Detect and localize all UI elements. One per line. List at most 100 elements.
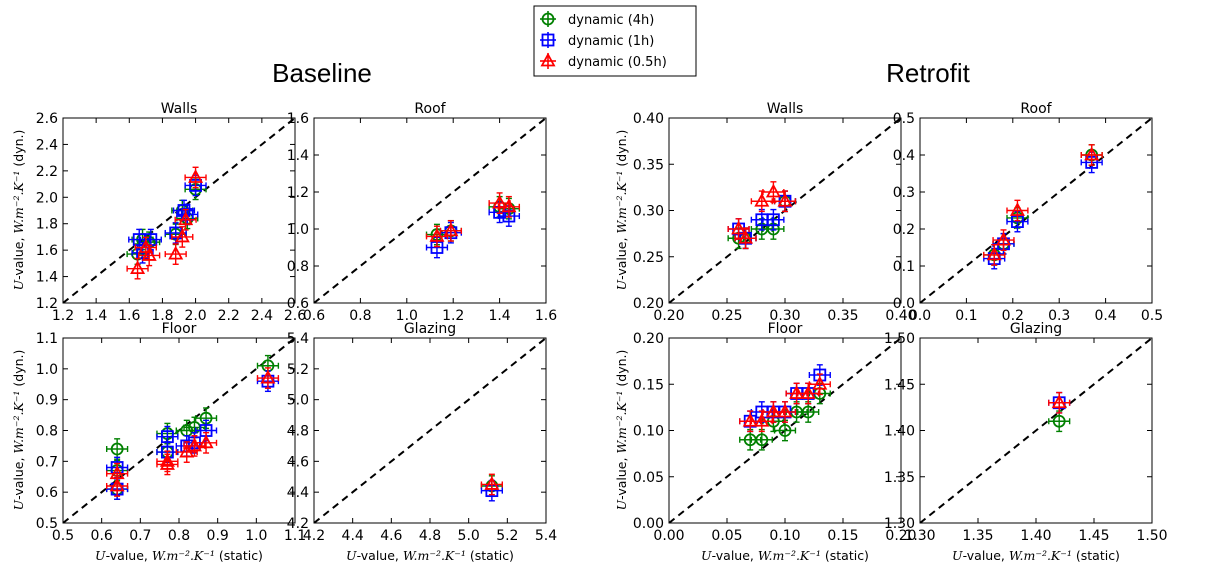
y-tick-label: 0.1	[893, 259, 915, 275]
y-tick-label: 0.25	[633, 250, 664, 266]
point-dynamic-0-5h	[1080, 144, 1103, 166]
y-tick-label: 0.15	[633, 377, 664, 393]
x-tick-label: 0.0	[909, 308, 931, 324]
x-tick-label: 2.6	[284, 308, 306, 324]
x-tick-label: 1.1	[284, 528, 306, 544]
point-dynamic-0-5h	[194, 431, 218, 454]
point-dynamic-0-5h	[797, 382, 820, 405]
marker-dynamic-0-5h	[138, 239, 154, 253]
x-axis-label-retrofit-glazing: U-value, W.m⁻².K⁻¹ (static)	[952, 548, 1120, 563]
x-tick-label: 1.40	[1020, 528, 1051, 544]
marker-dynamic-0-5h	[754, 192, 770, 207]
point-dynamic-0-5h	[773, 190, 797, 213]
y-tick-label: 1.35	[884, 470, 915, 486]
x-tick-label: 5.4	[535, 528, 557, 544]
marker-dynamic-0-5h	[1084, 146, 1100, 161]
point-dynamic-0-5h	[734, 227, 757, 250]
marker-dynamic-0-5h	[492, 194, 508, 209]
y-tick-label: 5.4	[287, 331, 309, 347]
panel-title-baseline-roof: Roof	[414, 101, 446, 117]
legend-symbol-dynamic-0-5h	[540, 52, 556, 67]
x-tick-label: 0.40	[885, 308, 916, 324]
legend-label-dynamic-4h: dynamic (4h)	[568, 13, 654, 28]
point-dynamic-0-5h	[134, 236, 157, 259]
x-tick-label: 1.0	[245, 528, 267, 544]
legend-box	[533, 5, 697, 77]
y-tick-label: 4.4	[287, 485, 309, 501]
marker-dynamic-0-5h	[198, 434, 214, 449]
marker-dynamic-0-5h	[186, 437, 202, 452]
y-tick-label: 0.6	[287, 296, 309, 312]
marker-dynamic-0-5h	[765, 403, 781, 418]
marker-dynamic-0-5h	[738, 229, 754, 244]
y-tick-label: 5.2	[287, 362, 309, 378]
x-tick-label: 2.2	[218, 308, 240, 324]
marker-dynamic-0-5h	[188, 169, 204, 183]
legend-symbol-dynamic-1h	[541, 33, 555, 47]
legend-label-dynamic-0-5h: dynamic (0.5h)	[568, 55, 667, 70]
marker-dynamic-0-5h	[986, 246, 1002, 261]
y-tick-label: 4.8	[287, 424, 309, 440]
y-tick-label: 1.4	[36, 270, 58, 286]
marker-dynamic-0-5h	[777, 403, 793, 418]
panel-baseline-walls: Walls 1.2 1.4 1.6 1.8 2.0 2.2 2.4 2.6 1.2 1.4 1.6 1.…	[36, 101, 306, 324]
marker-dynamic-0-5h	[260, 369, 276, 384]
panel-baseline-roof: Roof 0.6 0.8 1.0 1.2 1.4 1.6 0.6 0.8 1.0 1.2 1.4 1.6	[287, 101, 557, 324]
point-dynamic-4h	[750, 428, 773, 451]
marker-dynamic-0-5h	[168, 245, 184, 260]
y-tick-label: 1.50	[884, 331, 915, 347]
y-tick-label: 0.6	[36, 485, 58, 501]
identity-line	[314, 338, 546, 523]
point-dynamic-0-5h	[183, 435, 206, 457]
y-tick-label: 1.2	[287, 185, 309, 201]
point-dynamic-0-5h	[992, 229, 1015, 251]
x-tick-label: 1.30	[904, 528, 935, 544]
y-tick-label: 1.2	[36, 296, 58, 312]
x-tick-label: 0.8	[349, 308, 371, 324]
marker-dynamic-0-5h	[174, 228, 190, 243]
point-dynamic-0-5h	[439, 219, 463, 242]
point-dynamic-0-5h	[184, 166, 207, 189]
y-tick-label: 1.6	[287, 111, 309, 127]
marker-dynamic-0-5h	[765, 183, 781, 198]
y-tick-label: 2.6	[36, 111, 58, 127]
panel-title-baseline-walls: Walls	[161, 101, 198, 117]
panel-retrofit-walls: Walls 0.20 0.25 0.30 0.35 0.40 0.20 0.25 0.30 0.3…	[633, 101, 917, 324]
axes-frame	[313, 337, 547, 524]
axes-frame	[62, 337, 296, 524]
identity-line	[920, 338, 1152, 523]
y-tick-label: 0.20	[633, 331, 664, 347]
point-dynamic-0-5h	[480, 473, 504, 496]
point-dynamic-0-5h	[1006, 199, 1029, 222]
x-tick-label: 1.35	[962, 528, 993, 544]
y-tick-label: 0.5	[36, 516, 58, 532]
marker-dynamic-0-5h	[501, 198, 517, 213]
y-tick-label: 4.6	[287, 454, 309, 470]
y-tick-label: 2.0	[36, 190, 58, 206]
marker-dynamic-0-5h	[789, 385, 805, 399]
panel-retrofit-roof: Roof 0.0 0.1 0.2 0.3 0.4 0.5 0.0 0.1 0.2 0.3 0.4 0.5	[893, 101, 1163, 324]
y-axis-label-baseline-bottom: U-value, W.m⁻².K⁻¹ (dyn.)	[11, 350, 26, 511]
panel-baseline-floor: Floor 0.5 0.6 0.7 0.8 0.9 1.0 1.1 0.5 0.6 0.7 0.8 0.…	[36, 321, 306, 544]
y-tick-label: 0.20	[633, 296, 664, 312]
y-tick-label: 1.0	[287, 222, 309, 238]
marker-dynamic-0-5h	[443, 222, 459, 237]
group-title-retrofit: Retrofit	[886, 58, 971, 88]
marker-dynamic-0-5h	[777, 192, 793, 207]
y-tick-label: 1.6	[36, 243, 58, 259]
y-tick-label: 4.2	[287, 516, 309, 532]
x-tick-label: 5.2	[496, 528, 518, 544]
point-dynamic-4h	[1048, 410, 1071, 433]
x-tick-label: 4.2	[303, 528, 325, 544]
x-tick-label: 0.20	[653, 308, 684, 324]
axes-frame	[919, 337, 1153, 524]
group-title-baseline: Baseline	[272, 58, 372, 88]
marker-dynamic-0-5h	[731, 220, 747, 235]
legend-marker-dynamic-4h	[540, 11, 556, 27]
point-dynamic-0-5h	[762, 181, 785, 203]
y-tick-label: 0.9	[36, 393, 58, 409]
legend-marker-dynamic-1h	[540, 32, 556, 48]
marker-dynamic-0-5h	[1009, 202, 1025, 216]
x-tick-label: 0.10	[769, 528, 800, 544]
